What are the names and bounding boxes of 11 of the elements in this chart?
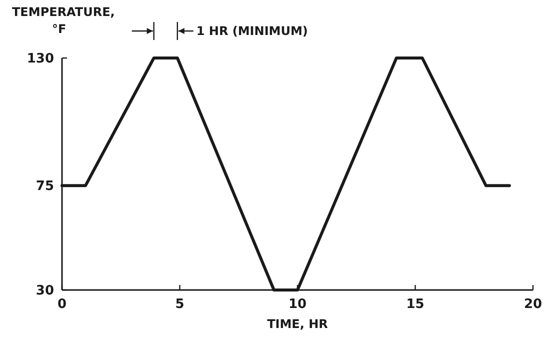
x-tick-label: 5 [175, 297, 184, 312]
annotation: 1 HR (MINIMUM) [196, 24, 308, 38]
x-tick-label: 20 [524, 297, 542, 312]
x-tick-label: 0 [57, 297, 67, 312]
x-tick-label: 15 [406, 297, 424, 312]
y-tick-label: 130 [26, 52, 54, 67]
y-tick-label: 75 [36, 179, 54, 194]
x-tick-label: 10 [288, 297, 307, 312]
y-tick-label: 30 [36, 284, 54, 299]
x-axis-title: TIME, HR [267, 317, 328, 331]
y-axis-title: TEMPERATURE, °F [12, 5, 115, 36]
